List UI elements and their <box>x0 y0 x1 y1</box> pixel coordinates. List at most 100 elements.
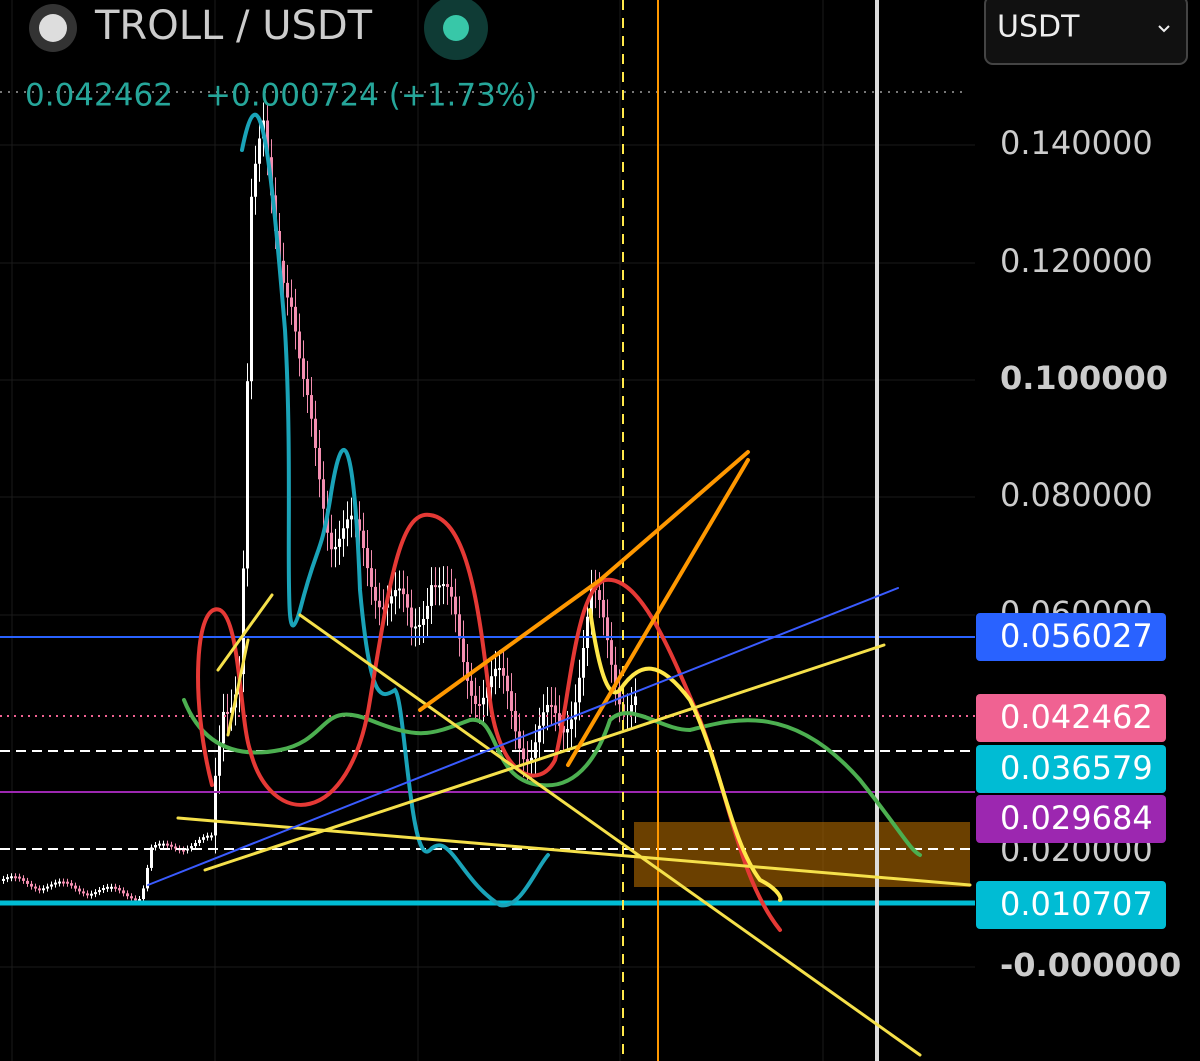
candle <box>414 626 417 629</box>
candle <box>310 395 313 419</box>
candle <box>170 844 173 847</box>
price-tag <box>976 694 1166 742</box>
candle <box>50 884 53 887</box>
candle <box>350 515 353 520</box>
candle <box>250 196 253 382</box>
candle <box>118 888 121 891</box>
candle <box>338 538 341 547</box>
status-dot <box>443 15 469 41</box>
candle <box>206 835 209 838</box>
candle <box>550 704 553 707</box>
candle <box>218 743 221 776</box>
candle <box>26 880 29 884</box>
price-tick-label: 0.120000 <box>1000 242 1153 280</box>
candle <box>306 378 309 396</box>
candle <box>334 546 337 550</box>
candle <box>22 878 25 881</box>
candle <box>66 881 69 884</box>
currency-label: USDT <box>997 10 1080 45</box>
candle <box>294 306 297 332</box>
candle <box>10 876 13 879</box>
candle <box>18 876 21 879</box>
candle <box>462 638 465 663</box>
candle <box>82 891 85 894</box>
price-tick-label: -0.000000 <box>1000 946 1181 984</box>
price-tag-label: 0.042462 <box>1000 698 1153 736</box>
candle <box>226 711 229 714</box>
price-tag <box>976 613 1166 661</box>
candle <box>298 331 301 359</box>
candle <box>346 519 349 529</box>
candle <box>606 617 609 641</box>
candle <box>182 849 185 852</box>
candle <box>242 568 245 675</box>
candle <box>558 713 561 726</box>
candle <box>222 711 225 744</box>
candle <box>442 584 445 587</box>
candle <box>246 381 249 569</box>
candle <box>566 728 569 733</box>
candle <box>62 881 65 884</box>
candle <box>446 584 449 587</box>
price-tag-label: 0.029684 <box>1000 799 1153 837</box>
price-tag <box>976 745 1166 793</box>
symbol: TROLL / USDT <box>94 3 373 49</box>
price-tick-label: 0.140000 <box>1000 124 1153 162</box>
candle <box>518 731 521 749</box>
candle <box>282 260 285 283</box>
candle <box>598 590 601 600</box>
candle <box>510 691 513 711</box>
candle <box>46 886 49 889</box>
zone-box <box>634 822 970 887</box>
candle <box>90 893 93 896</box>
candle <box>286 282 289 298</box>
candle <box>254 163 257 197</box>
candle <box>590 587 593 617</box>
candle <box>330 532 333 550</box>
candle <box>546 704 549 713</box>
candle <box>162 843 165 846</box>
candle <box>134 898 137 901</box>
candle <box>122 890 125 894</box>
candle <box>422 618 425 625</box>
candle <box>450 586 453 597</box>
candle <box>322 479 325 509</box>
candle <box>374 586 377 601</box>
candle <box>490 676 493 688</box>
candle <box>126 893 129 897</box>
price-tick-label: 0.080000 <box>1000 476 1153 514</box>
candle <box>190 846 193 849</box>
candle <box>506 675 509 692</box>
candle <box>194 843 197 847</box>
candle <box>106 886 109 889</box>
candle <box>634 696 637 706</box>
candle <box>198 839 201 844</box>
candle <box>394 590 397 597</box>
candle <box>514 710 517 732</box>
candle <box>342 528 345 539</box>
candle <box>494 668 497 677</box>
candle <box>530 757 533 763</box>
candle <box>30 883 33 887</box>
candle <box>542 712 545 726</box>
candle <box>526 759 529 763</box>
currency-selector[interactable] <box>984 0 1188 65</box>
candle <box>358 519 361 531</box>
candle <box>74 885 77 889</box>
candle <box>266 120 269 158</box>
candle <box>314 418 317 448</box>
candle <box>258 138 261 164</box>
candle <box>482 697 485 705</box>
candle <box>458 614 461 639</box>
candle <box>390 596 393 604</box>
candle <box>502 668 505 676</box>
candle <box>574 702 577 720</box>
candle <box>538 725 541 743</box>
candle <box>186 848 189 851</box>
candle <box>370 568 373 587</box>
candle <box>130 896 133 899</box>
price-tag-label: 0.010707 <box>1000 885 1153 923</box>
candle <box>86 893 89 896</box>
candle <box>454 596 457 615</box>
candle <box>302 358 305 379</box>
